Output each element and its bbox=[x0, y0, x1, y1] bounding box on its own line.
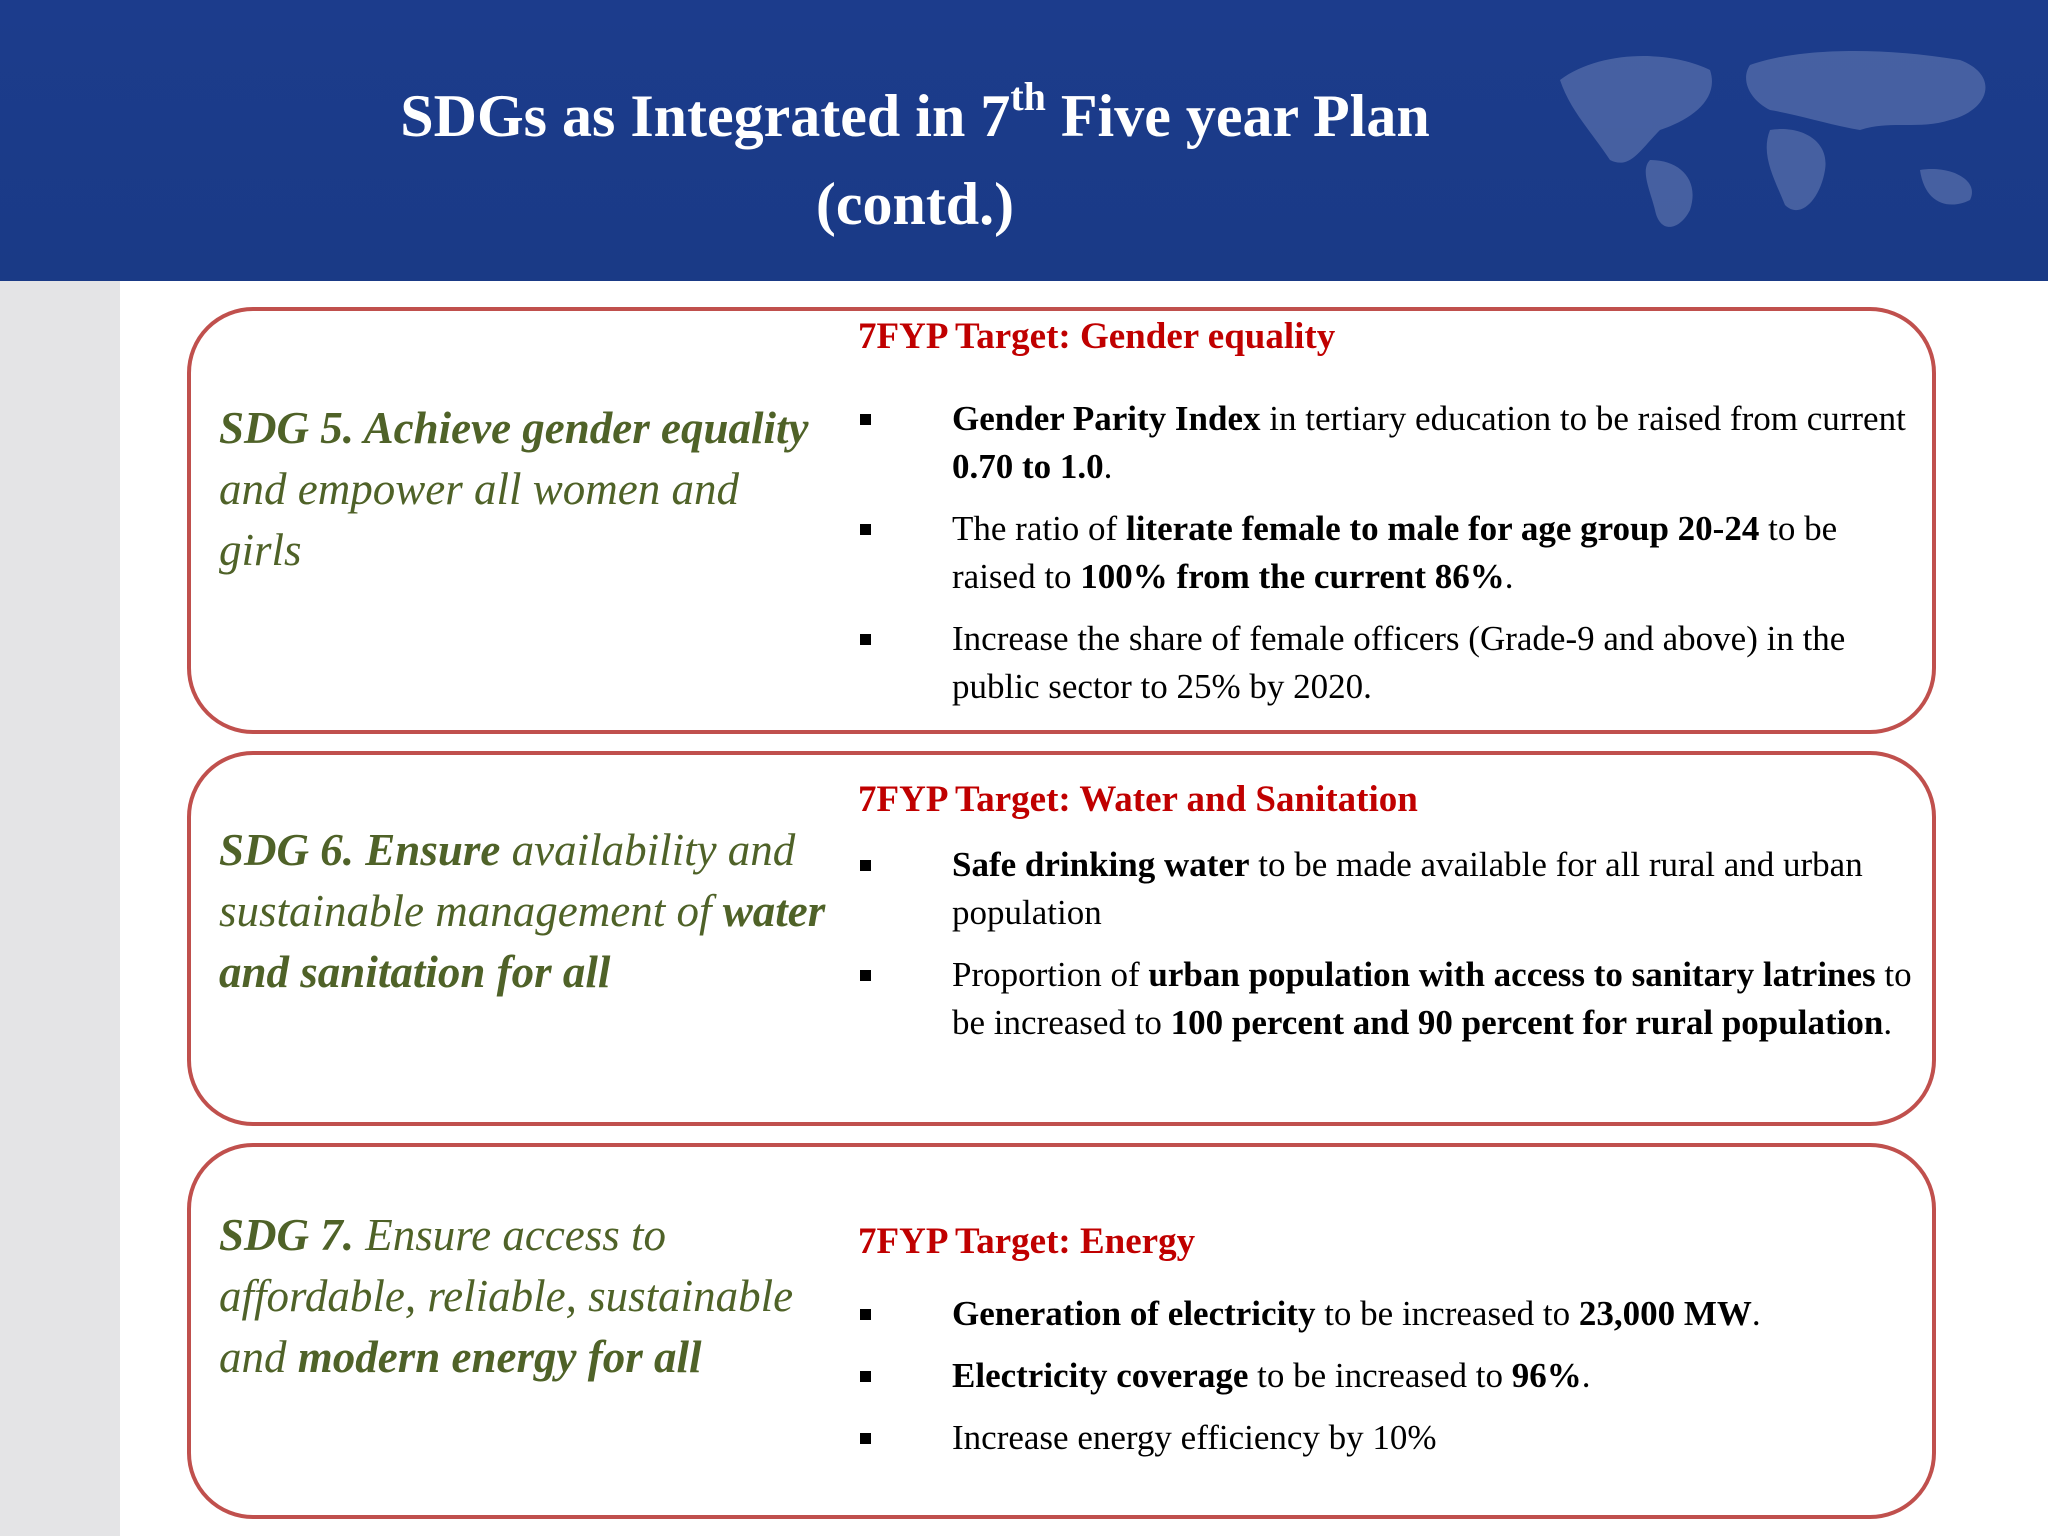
title-line: (contd.) bbox=[215, 160, 1615, 248]
text-run: . bbox=[1504, 557, 1514, 596]
text-run: urban population with access to sanitary… bbox=[1148, 955, 1876, 994]
slide-title: SDGs as Integrated in 7th Five year Plan… bbox=[215, 72, 1615, 248]
target-heading: 7FYP Target: Energy bbox=[858, 1221, 1196, 1262]
sdg-goal: SDG 7. Ensure access to affordable, reli… bbox=[219, 1205, 829, 1388]
text-run: . bbox=[1883, 1003, 1893, 1042]
text-run: to be increased to bbox=[1248, 1356, 1512, 1395]
text-run: 100% from the current 86% bbox=[1080, 557, 1505, 596]
bullet-list: Safe drinking water to be made available… bbox=[858, 841, 1918, 1061]
bullet-list: Gender Parity Index in tertiary educatio… bbox=[858, 395, 1918, 725]
text-run: Safe drinking water bbox=[952, 845, 1250, 884]
bullet-item: Safe drinking water to be made available… bbox=[858, 841, 1918, 937]
bullet-marker bbox=[860, 414, 871, 425]
section-box bbox=[187, 307, 1936, 734]
bullet-item: The ratio of literate female to male for… bbox=[858, 505, 1918, 601]
sdg-goal: SDG 6. Ensure availability and sustainab… bbox=[219, 820, 829, 1003]
text-run: . bbox=[1581, 1356, 1591, 1395]
bullet-marker bbox=[860, 1309, 871, 1320]
world-map bbox=[1560, 50, 1986, 227]
text-run: to be raised to bbox=[952, 509, 1838, 596]
target-heading: 7FYP Target: Water and Sanitation bbox=[858, 779, 1418, 820]
side-strip bbox=[0, 281, 120, 1536]
bullet-item: Increase energy efficiency by 10% bbox=[858, 1414, 1918, 1462]
text-run: Five year Plan bbox=[1045, 83, 1430, 149]
text-run: SDG 6. Ensure bbox=[219, 825, 501, 875]
text-run: Increase the share of female officers (G… bbox=[952, 619, 1846, 706]
section-box bbox=[187, 1143, 1936, 1519]
section-box bbox=[187, 751, 1936, 1126]
text-run: and empower all women and girls bbox=[219, 464, 739, 575]
text-run: to be increased to bbox=[952, 955, 1912, 1042]
text-run: 23,000 MW bbox=[1578, 1294, 1752, 1333]
bullet-marker bbox=[860, 1433, 871, 1444]
bullet-item: Gender Parity Index in tertiary educatio… bbox=[858, 395, 1918, 491]
bullet-marker bbox=[860, 1371, 871, 1382]
text-run: in tertiary education to be raised from … bbox=[1260, 399, 1906, 438]
text-run: (contd.) bbox=[815, 171, 1015, 237]
text-run: 0.70 to 1.0 bbox=[952, 447, 1104, 486]
text-run: Increase energy efficiency by 10% bbox=[952, 1418, 1437, 1457]
text-run: . bbox=[1751, 1294, 1761, 1333]
bullet-item: Proportion of urban population with acce… bbox=[858, 951, 1918, 1047]
text-run: availability and sustainable management … bbox=[219, 825, 796, 936]
text-run: Proportion of bbox=[952, 955, 1149, 994]
text-run: to be increased to bbox=[1315, 1294, 1579, 1333]
target-heading: 7FYP Target: Gender equality bbox=[858, 316, 1336, 357]
text-run: . bbox=[1103, 447, 1113, 486]
header-band: SDGs as Integrated in 7th Five year Plan… bbox=[0, 0, 2048, 281]
text-run: SDG 5. Achieve gender equality bbox=[219, 403, 809, 453]
text-run: The ratio of bbox=[952, 509, 1126, 548]
text-run: water and sanitation for all bbox=[219, 886, 826, 997]
bullet-list: Generation of electricity to be increase… bbox=[858, 1290, 1918, 1476]
text-run: 100 percent and 90 percent for rural pop… bbox=[1170, 1003, 1884, 1042]
text-run: literate female to male for age group 20… bbox=[1125, 509, 1760, 548]
text-run: SDGs as Integrated in 7 bbox=[400, 83, 1011, 149]
bullet-item: Electricity coverage to be increased to … bbox=[858, 1352, 1918, 1400]
text-run: SDG 7. bbox=[219, 1210, 355, 1260]
text-run: modern energy for all bbox=[297, 1332, 702, 1382]
bullet-item: Increase the share of female officers (G… bbox=[858, 615, 1918, 711]
superscript: th bbox=[1010, 74, 1046, 119]
sdg-goal: SDG 5. Achieve gender equality and empow… bbox=[219, 398, 829, 581]
text-run: Electricity coverage bbox=[952, 1356, 1249, 1395]
bullet-marker bbox=[860, 860, 871, 871]
text-run: to be made available for all rural and u… bbox=[952, 845, 1863, 932]
title-line: SDGs as Integrated in 7th Five year Plan bbox=[215, 72, 1615, 160]
text-run: 96% bbox=[1511, 1356, 1582, 1395]
bullet-marker bbox=[860, 634, 871, 645]
bullet-item: Generation of electricity to be increase… bbox=[858, 1290, 1918, 1338]
text-run: Gender Parity Index bbox=[952, 399, 1261, 438]
text-run: Ensure access to affordable, reliable, s… bbox=[219, 1210, 794, 1382]
bullet-marker bbox=[860, 524, 871, 535]
text-run: Generation of electricity bbox=[952, 1294, 1316, 1333]
bullet-marker bbox=[860, 970, 871, 981]
